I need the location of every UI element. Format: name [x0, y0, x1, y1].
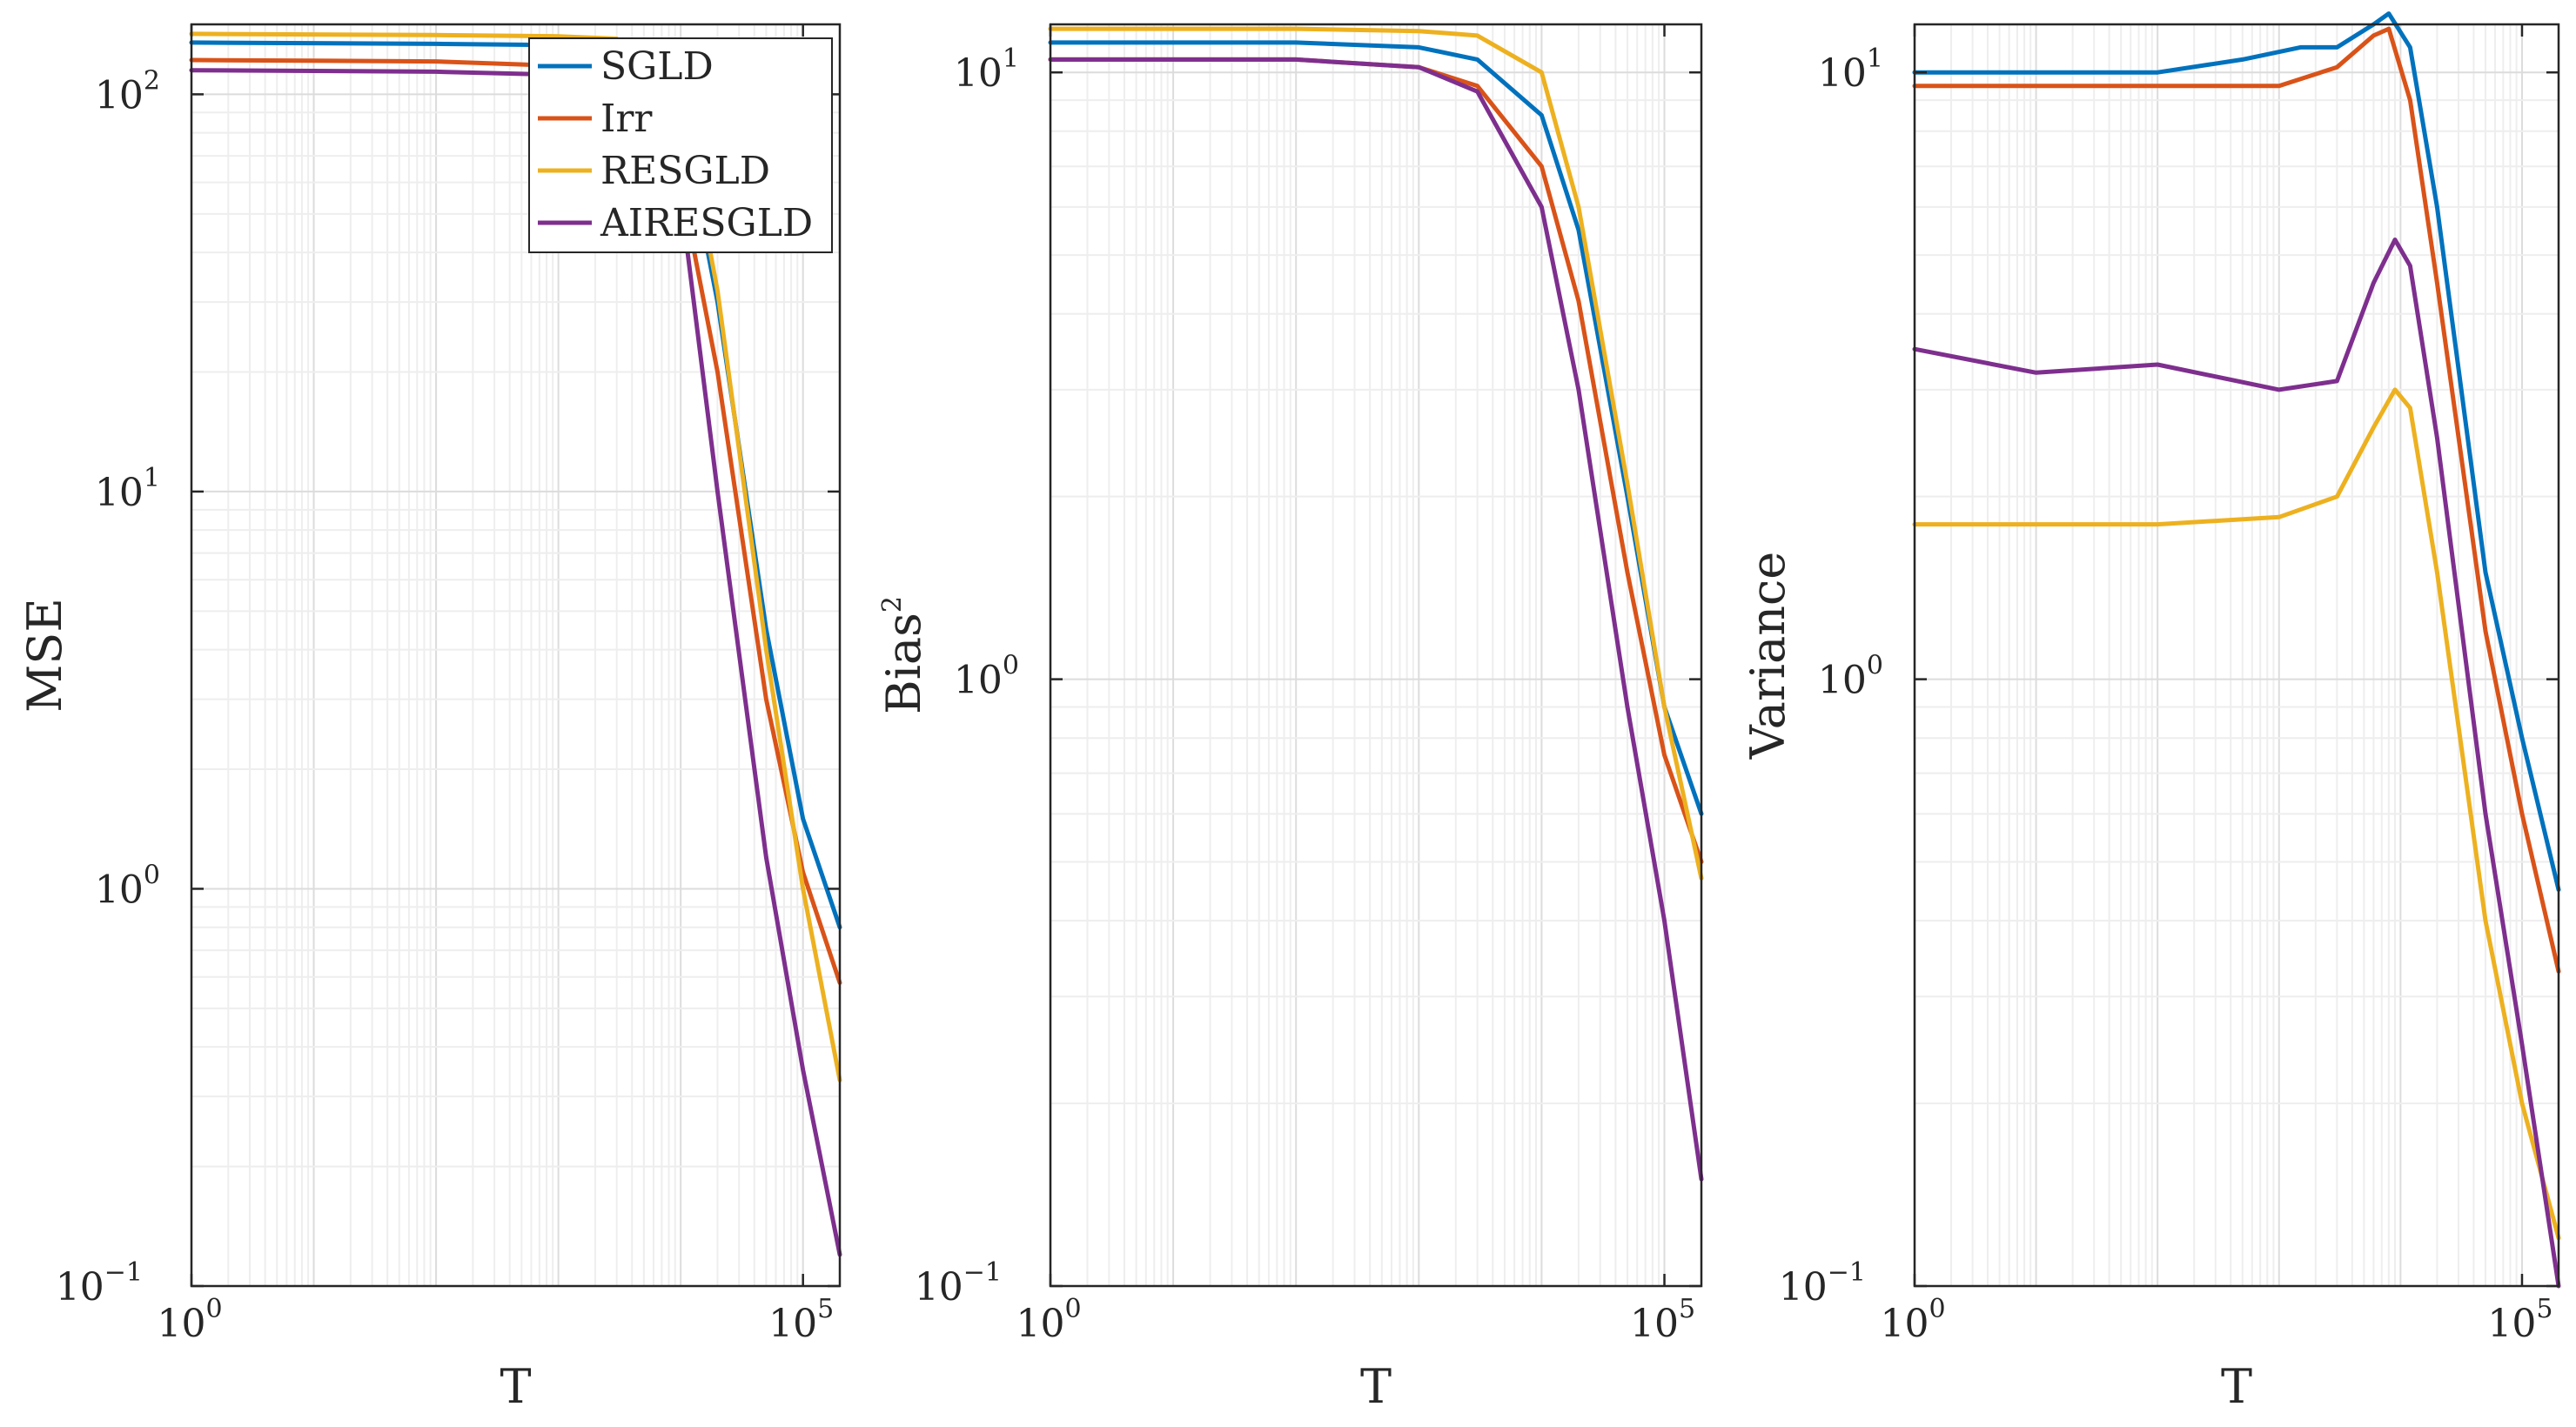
x-tick-label: 105 — [2487, 1294, 2553, 1346]
x-tick-label: 105 — [768, 1294, 834, 1346]
y-axis-label: Variance — [1741, 552, 1795, 760]
legend-label-resgld: RESGLD — [600, 149, 770, 193]
legend-box — [528, 37, 833, 253]
tick-base: 10 — [95, 868, 144, 912]
panel-1: 100 10510−1100101102TMSESGLDIrrRESGLDAIRE… — [17, 23, 842, 1414]
x-tick-label: 105 — [1630, 1294, 1695, 1346]
y-tick-label: 10−1 — [56, 1257, 143, 1310]
series-group — [1048, 26, 1704, 1182]
tick-base: 10 — [1818, 659, 1867, 703]
series-line-airesgld — [1912, 238, 2561, 1289]
series-line-irr — [1912, 26, 2561, 974]
series-line-resgld — [1048, 26, 1704, 881]
tick-exponent: 2 — [144, 65, 160, 96]
y-tick-label: 10−1 — [1779, 1257, 1866, 1310]
tick-base: 10 — [2487, 1302, 2536, 1346]
y-tick-label: 102 — [95, 65, 160, 117]
tick-base: 10 — [1818, 51, 1867, 96]
tick-base: 10 — [915, 1265, 963, 1310]
legend-label-airesgld: AIRESGLD — [600, 201, 813, 245]
tick-base: 10 — [1016, 1302, 1064, 1346]
x-axis-label: T — [2221, 1359, 2252, 1414]
tick-exponent: 5 — [1679, 1294, 1695, 1324]
tick-exponent: 5 — [2536, 1294, 2553, 1324]
y-tick-label: 101 — [95, 463, 160, 515]
tick-base: 10 — [1880, 1302, 1929, 1346]
axes-box — [1049, 23, 1703, 1288]
tick-exponent: 1 — [1003, 44, 1019, 74]
series-line-sgld — [1048, 40, 1704, 816]
y-axis-label: Bias2 — [876, 596, 931, 714]
axes-box — [190, 23, 842, 1288]
tick-base: 10 — [954, 51, 1003, 96]
y-tick-label: 10−1 — [915, 1257, 1002, 1310]
tick-exponent: −1 — [963, 1257, 1002, 1288]
tick-base: 10 — [157, 1302, 205, 1346]
legend-label-sgld: SGLD — [600, 44, 714, 89]
grid — [1914, 24, 2559, 1287]
x-axis-label: T — [500, 1359, 531, 1414]
y-axis-label: MSE — [17, 598, 72, 713]
tick-base: 10 — [1779, 1265, 1828, 1310]
tick-base: 10 — [56, 1265, 104, 1310]
grid — [191, 24, 841, 1287]
axes-box — [1913, 23, 2560, 1288]
y-tick-label: 100 — [95, 860, 160, 912]
x-axis-label: T — [1360, 1359, 1392, 1414]
tick-exponent: −1 — [104, 1257, 143, 1288]
y-axis-label-main: MSE — [17, 598, 72, 713]
tick-exponent: 0 — [1929, 1294, 1945, 1324]
x-tick-label: 100 — [1016, 1294, 1081, 1346]
tick-exponent: 5 — [817, 1294, 834, 1324]
legend: SGLD Irr RESGLD AIRESGLD — [528, 37, 833, 253]
chart-root: 100 10510−1100101102TMSESGLDIrrRESGLDAIRE… — [17, 11, 2561, 1414]
y-axis-label-main: Bias — [876, 613, 931, 714]
series-line-irr — [1048, 57, 1704, 864]
legend-label-irr: Irr — [600, 97, 653, 141]
tick-base: 10 — [95, 73, 144, 117]
tick-exponent: 0 — [144, 860, 160, 890]
tick-base: 10 — [768, 1302, 817, 1346]
y-tick-label: 101 — [954, 44, 1019, 96]
tick-base: 10 — [1630, 1302, 1679, 1346]
tick-exponent: 0 — [1003, 651, 1019, 681]
y-tick-label: 100 — [1818, 651, 1883, 703]
tick-exponent: 0 — [1867, 651, 1883, 681]
tick-exponent: 0 — [1064, 1294, 1081, 1324]
x-tick-label: 100 — [1880, 1294, 1945, 1346]
y-axis-label-superscript: 2 — [877, 596, 908, 613]
grid — [1050, 24, 1702, 1287]
tick-exponent: 1 — [144, 463, 160, 493]
tick-exponent: 0 — [205, 1294, 222, 1324]
y-tick-label: 100 — [954, 651, 1019, 703]
tick-exponent: −1 — [1828, 1257, 1866, 1288]
tick-exponent: 1 — [1867, 44, 1883, 74]
y-axis-label-main: Variance — [1741, 552, 1795, 760]
series-line-sgld — [1912, 11, 2561, 892]
x-tick-label: 100 — [157, 1294, 222, 1346]
series-line-airesgld — [1048, 57, 1704, 1182]
tick-base: 10 — [954, 659, 1003, 703]
y-tick-label: 101 — [1818, 44, 1883, 96]
tick-base: 10 — [95, 471, 144, 515]
series-line-resgld — [1912, 387, 2561, 1241]
series-group — [1912, 11, 2561, 1289]
